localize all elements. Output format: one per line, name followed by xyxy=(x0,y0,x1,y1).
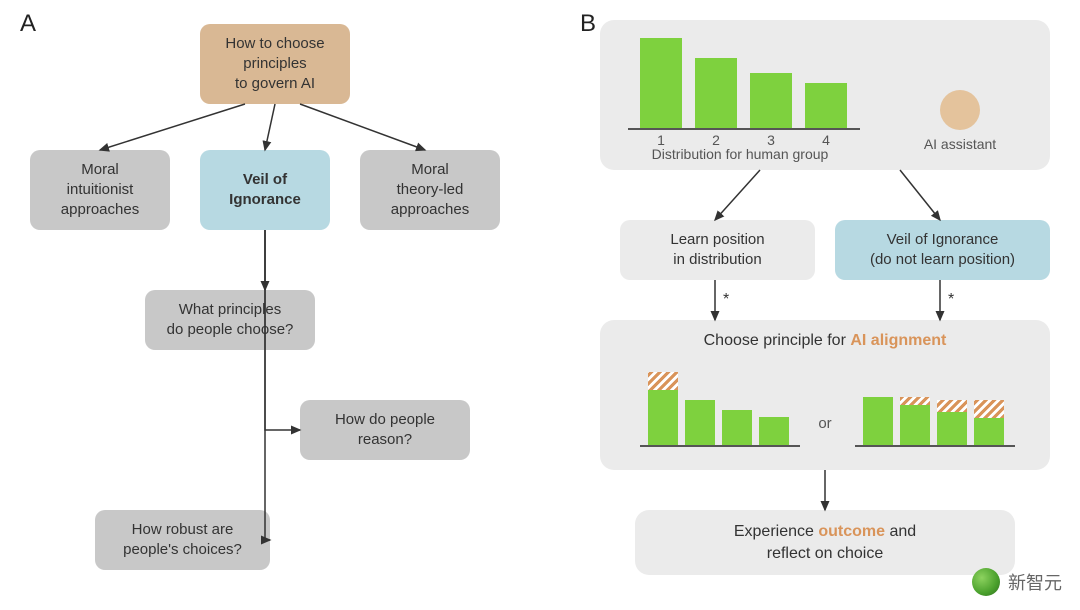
outcome-prefix: Experience xyxy=(734,523,819,540)
svg-text:*: * xyxy=(723,291,729,308)
panel-b-container: 1234 Distribution for human group AI ass… xyxy=(600,20,1050,590)
panel-a-root-box: How to chooseprinciplesto govern AI xyxy=(200,24,350,104)
watermark-icon xyxy=(972,568,1000,596)
distribution-bar xyxy=(695,58,737,128)
figure-stage: A B How to chooseprinciplesto govern AI … xyxy=(0,0,1080,610)
panel-b-label: B xyxy=(580,10,596,38)
watermark-text: 新智元 xyxy=(1008,569,1062,595)
panel-b-veil-of-ignorance-box: Veil of Ignorance(do not learn position) xyxy=(835,220,1050,280)
panel-b-learn-position-box: Learn positionin distribution xyxy=(620,220,815,280)
ai-assistant-icon xyxy=(940,90,980,130)
distribution-bar xyxy=(640,38,682,128)
principle-bar-hatch xyxy=(900,397,930,405)
or-label: or xyxy=(600,415,1050,432)
panel-a-question-1-box: What principlesdo people choose? xyxy=(145,290,315,350)
panel-a-question-3-box: How robust arepeople's choices? xyxy=(95,510,270,570)
panel-a-veil-of-ignorance-box: Veil ofIgnorance xyxy=(200,150,330,230)
outcome-highlight: outcome xyxy=(818,523,885,540)
distribution-bar xyxy=(805,83,847,128)
distribution-caption: Distribution for human group xyxy=(620,146,860,162)
panel-a-moral-intuitionist-box: Moralintuitionistapproaches xyxy=(30,150,170,230)
panel-b-bottom-block: Experience outcome andreflect on choice xyxy=(635,510,1015,575)
panel-a-theory-led-box: Moraltheory-ledapproaches xyxy=(360,150,500,230)
svg-text:*: * xyxy=(948,291,954,308)
ai-assistant-label: AI assistant xyxy=(915,136,1005,152)
panel-b-top-block: 1234 Distribution for human group AI ass… xyxy=(600,20,1050,170)
watermark: 新智元 xyxy=(972,568,1062,596)
panel-a-label: A xyxy=(20,10,36,38)
distribution-bar xyxy=(750,73,792,128)
principle-bar-hatch xyxy=(937,400,967,412)
principle-chart-right xyxy=(600,320,1050,470)
panel-b-mid-block: Choose principle for AI alignment or xyxy=(600,320,1050,470)
panel-a-question-2-box: How do peoplereason? xyxy=(300,400,470,460)
experience-outcome-text: Experience outcome andreflect on choice xyxy=(635,510,1015,575)
